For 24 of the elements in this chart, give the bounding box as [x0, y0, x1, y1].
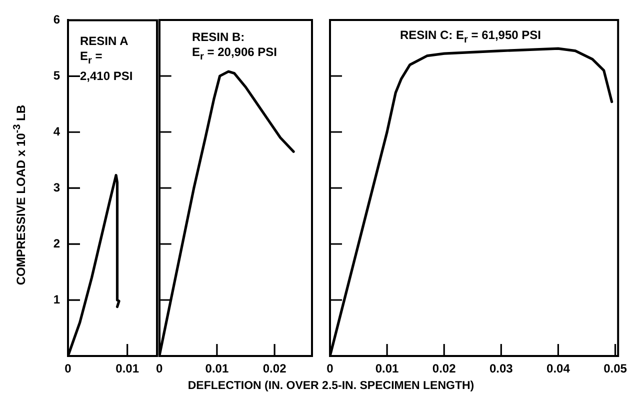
x-tick-label: 0.03: [489, 362, 514, 376]
y-tick-label: 5: [53, 68, 60, 82]
x-tick-label: 0.02: [262, 362, 287, 376]
annotation: 2,410 PSI: [80, 68, 133, 84]
x-tick-label: 0.01: [116, 362, 140, 376]
annotation: E$_{r}$ =: [80, 49, 104, 69]
x-tick-label: 0.04: [546, 362, 570, 376]
x-tick-label: 0: [156, 362, 163, 376]
x-tick-label: 0.02: [432, 362, 456, 376]
y-tick-label: 4: [53, 124, 60, 138]
y-tick-label: 1: [53, 292, 60, 306]
x-tick-label: 0.01: [205, 362, 229, 376]
x-tick-label: 0: [64, 362, 72, 376]
x-tick-label: 0.01: [375, 362, 400, 376]
y-tick-label: 2: [53, 236, 60, 250]
x-tick-label: 0: [326, 362, 334, 376]
y-tick-label: 3: [53, 180, 60, 194]
x-axis-title: DEFLECTION (IN. OVER 2.5-IN. SPECIMEN LENGTH): [188, 380, 474, 392]
x-tick-label: 0.05: [604, 362, 628, 376]
annotation: RESIN A: [80, 34, 130, 50]
annotation: E$_{r}$ = 20,906 PSI: [192, 45, 277, 64]
annotation: RESIN B:: [192, 30, 246, 45]
y-tick-label: 6: [53, 12, 60, 27]
annotation: RESIN C: E$_{r}$ = 61,950 PSI: [400, 28, 541, 48]
